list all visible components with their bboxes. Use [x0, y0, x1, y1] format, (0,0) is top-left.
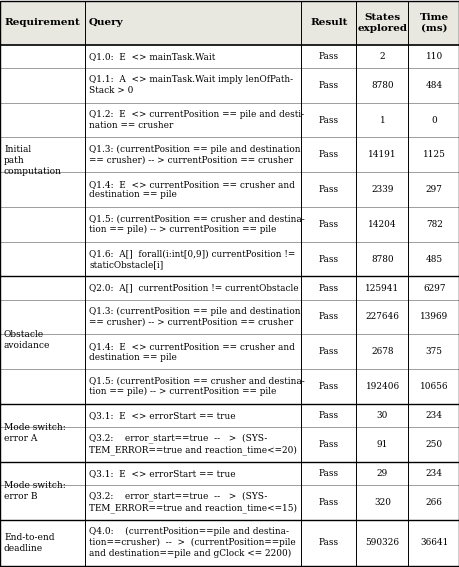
- Text: Q1.4:  E  <> currentPosition == crusher and
destination == pile: Q1.4: E <> currentPosition == crusher an…: [89, 180, 294, 200]
- Text: Pass: Pass: [318, 185, 338, 194]
- Text: Q3.2:    error_start==true  --   >  (SYS-
TEM_ERROR==true and reaction_time<=15): Q3.2: error_start==true -- > (SYS- TEM_E…: [89, 492, 297, 513]
- Text: Pass: Pass: [318, 440, 338, 449]
- Text: Query: Query: [89, 18, 123, 27]
- Text: Pass: Pass: [318, 498, 338, 507]
- Text: 2: 2: [379, 52, 385, 61]
- Text: Q1.0:  E  <> mainTask.Wait: Q1.0: E <> mainTask.Wait: [89, 52, 215, 61]
- Text: 590326: 590326: [365, 538, 398, 547]
- Text: 227646: 227646: [365, 312, 398, 321]
- Text: 2678: 2678: [370, 347, 393, 356]
- Text: 320: 320: [373, 498, 390, 507]
- Text: 297: 297: [425, 185, 442, 194]
- Text: Pass: Pass: [318, 81, 338, 90]
- Text: Pass: Pass: [318, 220, 338, 229]
- Text: 30: 30: [376, 411, 387, 420]
- Text: Pass: Pass: [318, 312, 338, 321]
- Text: 266: 266: [425, 498, 442, 507]
- Text: Mode switch:
error B: Mode switch: error B: [4, 481, 66, 501]
- Text: Pass: Pass: [318, 382, 338, 391]
- Text: Requirement: Requirement: [4, 18, 79, 27]
- Text: Pass: Pass: [318, 469, 338, 478]
- Text: Q2.0:  A[]  currentPosition != currentObstacle: Q2.0: A[] currentPosition != currentObst…: [89, 284, 298, 293]
- Text: 13969: 13969: [419, 312, 448, 321]
- Text: 0: 0: [431, 116, 436, 125]
- Text: 14191: 14191: [367, 150, 396, 159]
- Text: 782: 782: [425, 220, 442, 229]
- Text: 10656: 10656: [419, 382, 448, 391]
- Text: 234: 234: [425, 411, 442, 420]
- Text: Q1.2:  E  <> currentPosition == pile and desti-
nation == crusher: Q1.2: E <> currentPosition == pile and d…: [89, 110, 303, 130]
- Text: Pass: Pass: [318, 150, 338, 159]
- Text: Pass: Pass: [318, 347, 338, 356]
- Text: Q1.3: (currentPosition == pile and destination
== crusher) -- > currentPosition : Q1.3: (currentPosition == pile and desti…: [89, 145, 300, 165]
- Text: 91: 91: [376, 440, 387, 449]
- Text: 125941: 125941: [364, 284, 399, 293]
- Text: 1: 1: [379, 116, 385, 125]
- Text: 1125: 1125: [422, 150, 445, 159]
- Text: Q1.1:  A  <> mainTask.Wait imply lenOfPath-
Stack > 0: Q1.1: A <> mainTask.Wait imply lenOfPath…: [89, 75, 292, 95]
- Text: Q3.1:  E  <> errorStart == true: Q3.1: E <> errorStart == true: [89, 411, 235, 420]
- Text: Mode switch:
error A: Mode switch: error A: [4, 423, 66, 443]
- Text: Pass: Pass: [318, 255, 338, 264]
- Text: Obstacle
avoidance: Obstacle avoidance: [4, 330, 50, 350]
- Text: 2339: 2339: [370, 185, 393, 194]
- Text: 110: 110: [425, 52, 442, 61]
- Text: Result: Result: [309, 18, 347, 27]
- Text: Q1.3: (currentPosition == pile and destination
== crusher) -- > currentPosition : Q1.3: (currentPosition == pile and desti…: [89, 307, 300, 327]
- Text: Q3.1:  E  <> errorStart == true: Q3.1: E <> errorStart == true: [89, 469, 235, 478]
- Text: 234: 234: [425, 469, 442, 478]
- Text: 484: 484: [425, 81, 442, 90]
- Text: Pass: Pass: [318, 411, 338, 420]
- Bar: [0, 1, 458, 45]
- Text: Pass: Pass: [318, 52, 338, 61]
- Text: 8780: 8780: [370, 255, 393, 264]
- Text: Q3.2:    error_start==true  --   >  (SYS-
TEM_ERROR==true and reaction_time<=20): Q3.2: error_start==true -- > (SYS- TEM_E…: [89, 434, 297, 455]
- Text: Pass: Pass: [318, 538, 338, 547]
- Text: 375: 375: [425, 347, 442, 356]
- Text: End-to-end
deadline: End-to-end deadline: [4, 533, 54, 553]
- Text: Pass: Pass: [318, 284, 338, 293]
- Text: States
explored: States explored: [357, 13, 407, 32]
- Text: Q1.6:  A[]  forall(i:int[0,9]) currentPosition !=
staticObstacle[i]: Q1.6: A[] forall(i:int[0,9]) currentPosi…: [89, 249, 295, 269]
- Text: 6297: 6297: [422, 284, 444, 293]
- Text: 8780: 8780: [370, 81, 393, 90]
- Text: 250: 250: [425, 440, 442, 449]
- Text: 29: 29: [376, 469, 387, 478]
- Text: Initial
path
computation: Initial path computation: [4, 145, 62, 176]
- Text: Q1.5: (currentPosition == crusher and destina-
tion == pile) -- > currentPositio: Q1.5: (currentPosition == crusher and de…: [89, 214, 304, 234]
- Text: Q1.5: (currentPosition == crusher and destina-
tion == pile) -- > currentPositio: Q1.5: (currentPosition == crusher and de…: [89, 376, 304, 396]
- Text: Q1.4:  E  <> currentPosition == crusher and
destination == pile: Q1.4: E <> currentPosition == crusher an…: [89, 342, 294, 362]
- Text: 36641: 36641: [419, 538, 448, 547]
- Text: Pass: Pass: [318, 116, 338, 125]
- Text: 14204: 14204: [367, 220, 396, 229]
- Text: Time
(ms): Time (ms): [419, 13, 448, 32]
- Text: Q4.0:    (currentPosition==pile and destina-
tion==crusher)  --  >  (currentPosi: Q4.0: (currentPosition==pile and destina…: [89, 527, 295, 558]
- Text: 192406: 192406: [364, 382, 399, 391]
- Text: 485: 485: [425, 255, 442, 264]
